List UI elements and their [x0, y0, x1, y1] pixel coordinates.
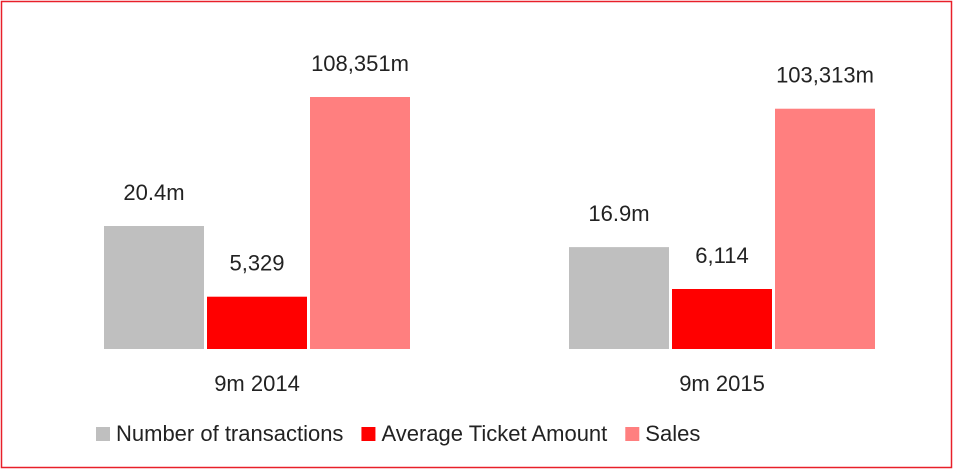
- bar: [672, 289, 772, 349]
- bar: [104, 226, 204, 349]
- bar: [207, 296, 307, 349]
- legend-swatch: [96, 427, 110, 441]
- legend-swatch: [625, 427, 640, 441]
- value-label: 103,313m: [776, 63, 874, 88]
- value-label: 5,329: [229, 251, 284, 276]
- value-label: 20.4m: [123, 180, 184, 205]
- bar: [775, 108, 875, 349]
- legend-swatch: [361, 427, 376, 441]
- bar: [310, 97, 410, 349]
- legend-label: Number of transactions: [116, 421, 343, 446]
- x-tick-label: 9m 2014: [214, 371, 300, 396]
- legend-label: Sales: [645, 421, 700, 446]
- value-label: 108,351m: [311, 51, 409, 76]
- value-label: 16.9m: [588, 201, 649, 226]
- x-tick-label: 9m 2015: [679, 371, 765, 396]
- value-label: 6,114: [695, 243, 748, 268]
- bar: [569, 247, 669, 349]
- legend-label: Average Ticket Amount: [381, 421, 607, 446]
